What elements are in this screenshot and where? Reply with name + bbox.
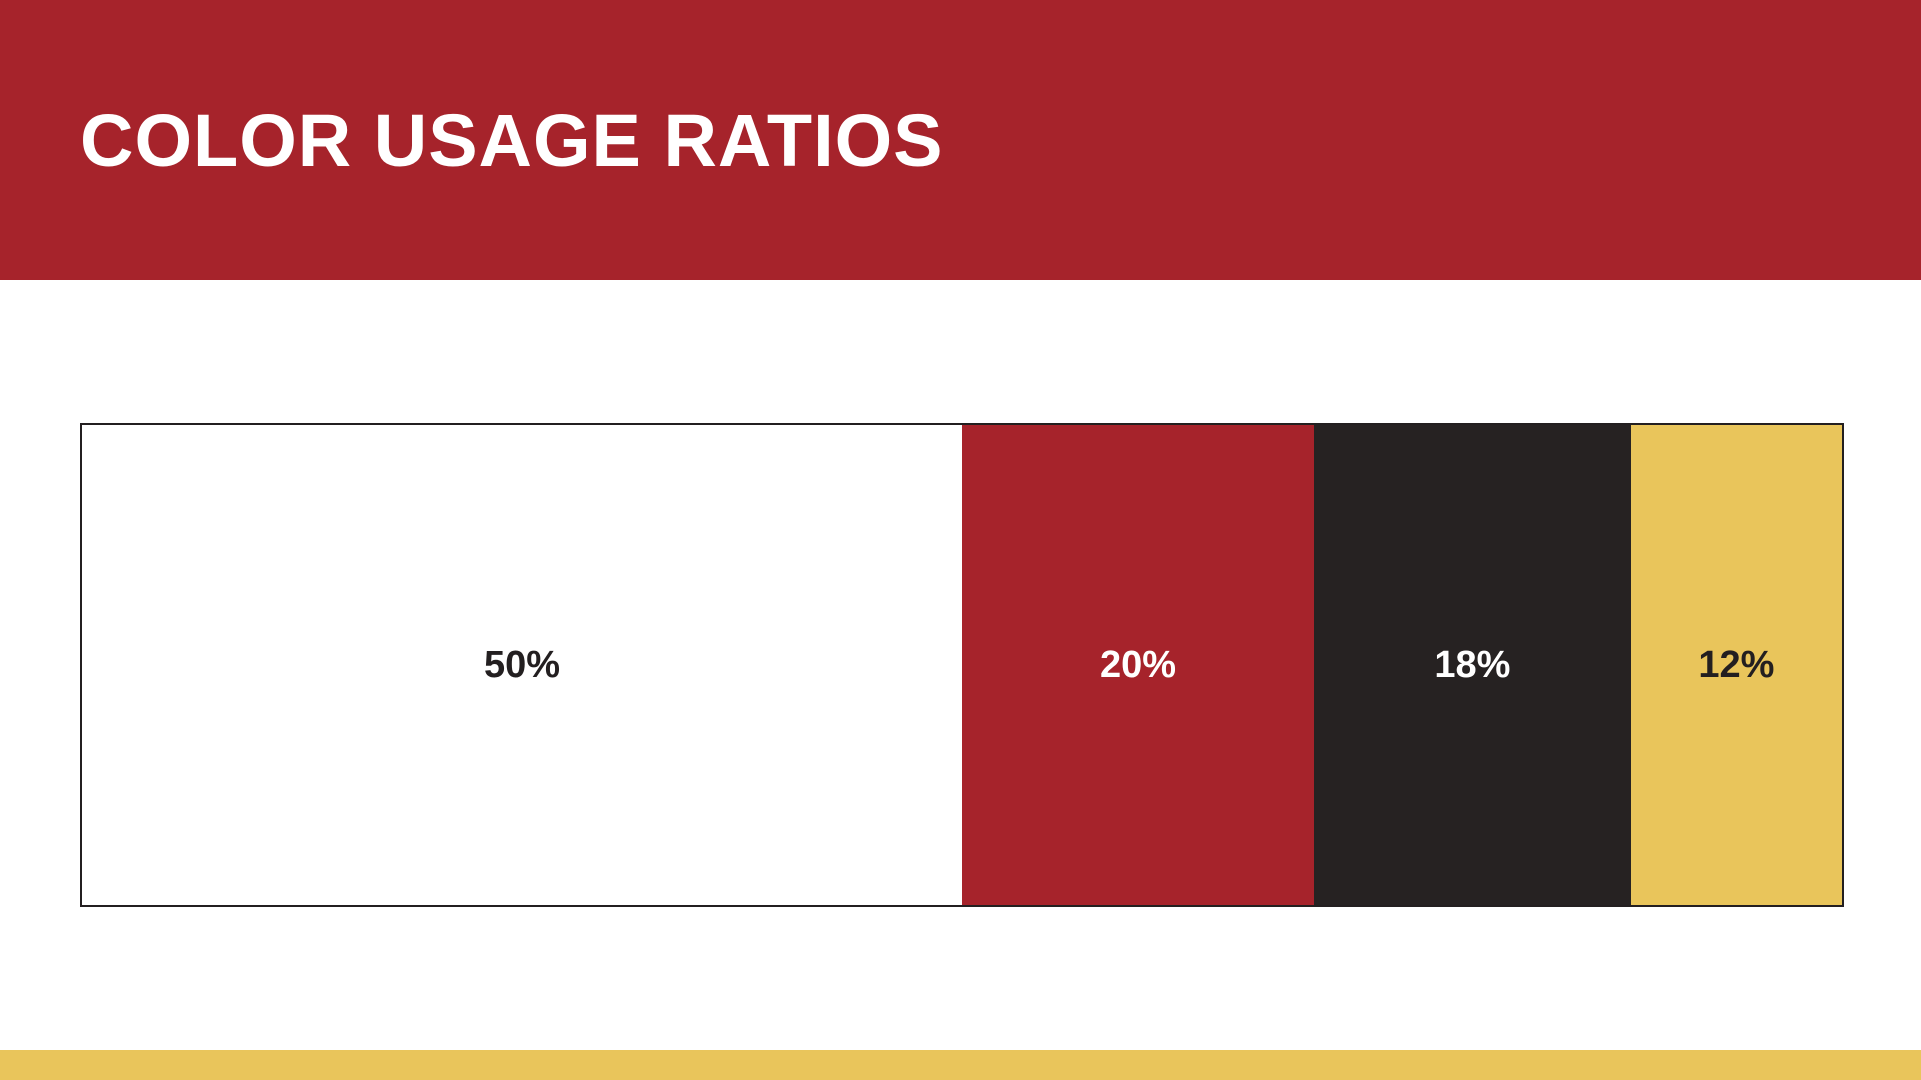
header-banner: COLOR USAGE RATIOS xyxy=(0,0,1921,280)
chart-segment: 20% xyxy=(962,425,1314,905)
page-title: COLOR USAGE RATIOS xyxy=(80,98,944,182)
segment-label: 20% xyxy=(1099,643,1177,686)
chart-segment: 50% xyxy=(82,425,962,905)
chart-segment: 18% xyxy=(1314,425,1631,905)
segment-label: 18% xyxy=(1434,643,1511,686)
footer-accent-strip xyxy=(0,1050,1921,1080)
segment-label: 50% xyxy=(483,643,561,686)
chart-segment: 12% xyxy=(1630,425,1842,905)
color-usage-chart: 50% 20% 18% 12% xyxy=(80,423,1844,907)
segment-label: 12% xyxy=(1698,643,1775,686)
stacked-bar: 50% 20% 18% 12% xyxy=(80,423,1844,907)
